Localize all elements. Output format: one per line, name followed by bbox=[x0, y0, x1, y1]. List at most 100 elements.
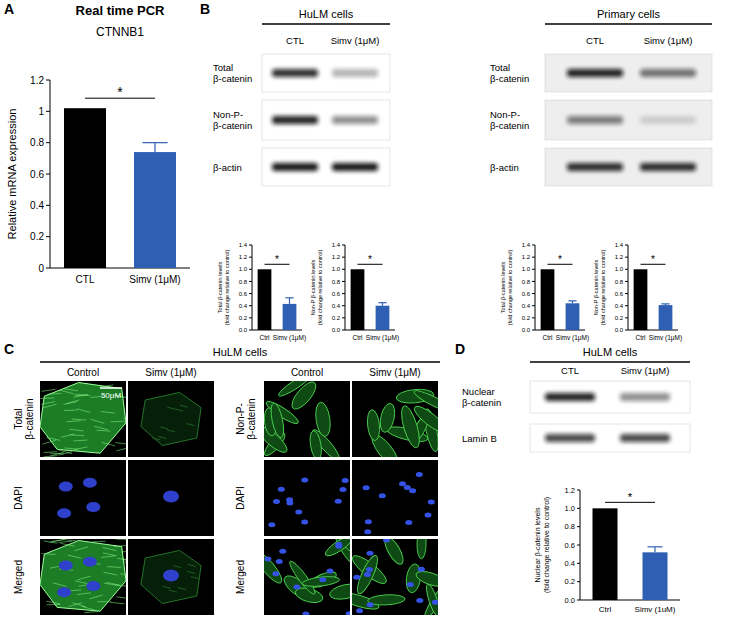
panel-label: A bbox=[4, 1, 14, 17]
micrograph bbox=[40, 381, 138, 457]
cell bbox=[424, 583, 438, 615]
fiber bbox=[115, 443, 126, 445]
band bbox=[272, 116, 318, 124]
cell bbox=[412, 388, 438, 416]
bar-chart: 0.00.20.40.60.81.01.2CtrlSimv (1uM)Nucle… bbox=[534, 486, 680, 614]
nucleus bbox=[286, 497, 293, 502]
fiber bbox=[107, 566, 121, 568]
y-tick bbox=[625, 281, 628, 282]
bar-chart: 0.00.20.40.60.81.01.21.4CtrlSimv (1μM)No… bbox=[593, 242, 682, 342]
blot-membrane bbox=[545, 100, 712, 140]
error-bar bbox=[285, 298, 293, 304]
fiber bbox=[64, 389, 78, 391]
figure: 00.20.40.60.811.2CTLSimv (1μM)Relative m… bbox=[0, 0, 729, 635]
fiber bbox=[67, 420, 81, 422]
y-tick-label: 1 bbox=[38, 106, 44, 117]
fiber bbox=[104, 583, 118, 585]
cell bbox=[378, 402, 397, 434]
significance: * bbox=[275, 254, 279, 265]
group-label: HuLM cells bbox=[213, 346, 268, 358]
fiber bbox=[122, 559, 126, 560]
bar-chart: 00.20.40.60.811.2CTLSimv (1μM)Relative m… bbox=[6, 3, 190, 285]
cell bbox=[287, 559, 318, 596]
y-tick bbox=[46, 142, 50, 143]
fiber bbox=[84, 611, 98, 612]
nucleus bbox=[366, 567, 373, 572]
fiber bbox=[102, 442, 116, 445]
y-tick-label: 0.4 bbox=[332, 303, 341, 309]
fiber bbox=[75, 581, 89, 584]
nucleus bbox=[57, 508, 71, 518]
row-label: Non-P- bbox=[490, 109, 520, 120]
blot-membrane bbox=[262, 100, 390, 140]
y-axis-label: (fold change relative to control) bbox=[224, 250, 230, 326]
nucleus bbox=[399, 481, 406, 486]
bands bbox=[567, 163, 696, 171]
y-tick bbox=[249, 245, 252, 246]
fiber bbox=[122, 551, 126, 552]
fiber bbox=[73, 395, 87, 398]
bars bbox=[351, 269, 390, 330]
bar-chart: 0.00.20.40.60.81.01.21.4CtrlSimv (1μM)No… bbox=[310, 242, 399, 342]
y-tick bbox=[625, 293, 628, 294]
scale-bar-label: 50μM bbox=[101, 391, 122, 400]
y-tick bbox=[249, 305, 252, 306]
error-cap bbox=[568, 300, 576, 301]
error-bar bbox=[568, 301, 576, 303]
fiber bbox=[124, 562, 126, 563]
micrograph-content bbox=[141, 550, 201, 603]
bar bbox=[258, 269, 272, 330]
bar bbox=[64, 108, 106, 268]
y-tick bbox=[532, 305, 535, 306]
bands bbox=[272, 69, 378, 77]
y-tick bbox=[577, 600, 580, 601]
micrograph-content bbox=[264, 381, 343, 457]
nucleus bbox=[278, 487, 285, 492]
y-axis-label: (fold change relative to control) bbox=[507, 250, 513, 326]
row-label: Lamin B bbox=[462, 433, 497, 444]
y-tick-label: 0.2 bbox=[332, 315, 341, 321]
x-tick-label: Ctrl bbox=[259, 334, 270, 341]
fiber bbox=[180, 405, 188, 407]
micrograph-bg bbox=[128, 460, 214, 536]
y-tick bbox=[46, 236, 50, 237]
y-tick-label: 0.8 bbox=[615, 279, 624, 285]
y-tick bbox=[625, 330, 628, 331]
fiber bbox=[115, 539, 126, 540]
fiber bbox=[175, 409, 183, 411]
y-tick bbox=[577, 545, 580, 546]
fiber bbox=[68, 555, 82, 558]
y-axis-label: Non-P β-catenin levels bbox=[310, 260, 316, 316]
band bbox=[567, 163, 623, 171]
micrograph bbox=[40, 539, 138, 615]
y-tick bbox=[532, 281, 535, 282]
micrograph-bg bbox=[40, 539, 126, 615]
micrograph bbox=[352, 381, 455, 469]
band bbox=[272, 69, 318, 77]
fiber bbox=[46, 437, 60, 440]
nucleus bbox=[335, 544, 342, 549]
cell bbox=[264, 549, 285, 586]
y-tick bbox=[249, 330, 252, 331]
y-tick-label: 0 bbox=[38, 263, 44, 274]
micrograph-bg bbox=[128, 539, 214, 615]
y-tick bbox=[577, 526, 580, 527]
nucleus bbox=[272, 571, 279, 576]
nucleus bbox=[364, 529, 371, 534]
x-tick-label: Simv (1μM) bbox=[129, 274, 180, 285]
group-line bbox=[530, 361, 690, 363]
micrograph bbox=[339, 527, 449, 620]
fiber bbox=[43, 451, 57, 453]
row-label: β-catenin bbox=[462, 397, 501, 408]
band bbox=[332, 163, 378, 171]
nucleus bbox=[383, 539, 390, 543]
nucleus bbox=[409, 488, 416, 493]
group-label: HuLM cells bbox=[299, 8, 354, 20]
nucleus bbox=[367, 602, 374, 607]
y-tick bbox=[532, 245, 535, 246]
nucleus bbox=[163, 490, 179, 502]
y-tick bbox=[342, 293, 345, 294]
fiber bbox=[70, 429, 84, 431]
nucleus bbox=[379, 493, 386, 498]
nucleus bbox=[353, 575, 360, 580]
